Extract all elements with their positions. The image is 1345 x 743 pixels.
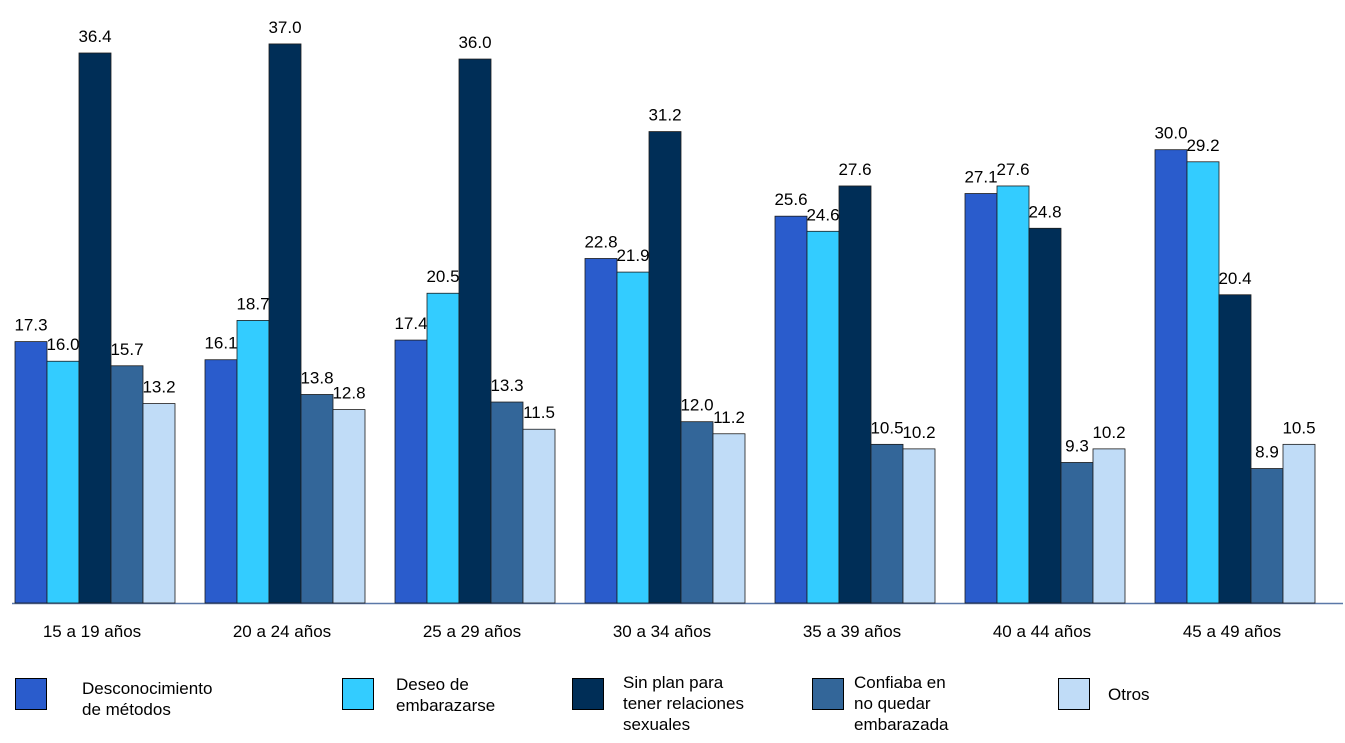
data-label-40-a-44-anos-series-3: 24.8	[1028, 202, 1061, 221]
bar-40-a-44-anos-series-5	[1092, 448, 1126, 604]
data-label-15-a-19-anos-series-4: 15.7	[110, 340, 143, 359]
data-label-30-a-34-anos-series-5: 11.2	[713, 408, 745, 427]
data-label-15-a-19-anos-series-5: 13.2	[142, 378, 175, 397]
bar-15-a-19-anos-series-4	[110, 365, 144, 604]
data-label-25-a-29-anos-series-3: 36.0	[458, 33, 491, 52]
legend-item-desconocimiento: Desconocimiento de métodos	[15, 678, 212, 720]
legend-label-otros: Otros	[1108, 685, 1150, 704]
x-tick-label-20-a-24-anos: 20 a 24 años	[233, 622, 331, 641]
bar-25-a-29-anos-series-1	[394, 339, 428, 604]
bar-20-a-24-anos-series-3	[268, 43, 302, 604]
data-label-25-a-29-anos-series-1: 17.4	[394, 314, 427, 333]
bar-35-a-39-anos-series-2	[806, 230, 840, 604]
bar-35-a-39-anos-series-5	[902, 448, 936, 604]
bar-chart: 17.316.0 36.4 15.7 13.2 15 a 19 años 16.1 18.7…	[12, 18, 1343, 641]
bar-45-a-49-anos-series-4	[1250, 468, 1284, 604]
bar-25-a-29-anos-series-5	[522, 428, 556, 604]
x-tick-label-35-a-39-anos: 35 a 39 años	[803, 622, 901, 641]
x-tick-label-15-a-19-anos: 15 a 19 años	[43, 622, 141, 641]
legend-item-otros: Otros	[1058, 678, 1150, 710]
legend-item-sin-plan: Sin plan para tener relaciones sexuales	[572, 672, 744, 735]
legend: Desconocimiento de métodos Deseo de emba…	[0, 660, 1345, 743]
bar-45-a-49-anos-series-3	[1218, 294, 1252, 604]
x-tick-label-25-a-29-anos: 25 a 29 años	[423, 622, 521, 641]
bar-30-a-34-anos-series-2	[616, 271, 650, 604]
bar-40-a-44-anos-series-4	[1060, 462, 1094, 604]
x-tick-label-45-a-49-anos: 45 a 49 años	[1183, 622, 1281, 641]
bar-35-a-39-anos-series-1	[774, 215, 808, 604]
data-label-40-a-44-anos-series-4: 9.3	[1065, 436, 1089, 455]
bar-30-a-34-anos-series-3	[648, 131, 682, 604]
data-label-20-a-24-anos-series-1: 16.1	[204, 334, 237, 353]
bar-30-a-34-anos-series-4	[680, 421, 714, 604]
data-label-35-a-39-anos-series-1: 25.6	[774, 190, 807, 209]
bar-45-a-49-anos-series-5	[1282, 443, 1316, 604]
data-label-35-a-39-anos-series-2: 24.6	[806, 205, 839, 224]
bar-35-a-39-anos-series-4	[870, 443, 904, 604]
legend-swatch-confiaba	[812, 678, 844, 710]
legend-label-sin-plan: Sin plan para tener relaciones sexuales	[623, 673, 744, 734]
data-label-45-a-49-anos-series-2: 29.2	[1186, 136, 1219, 155]
legend-item-confiaba: Confiaba en no quedar embarazada	[812, 672, 949, 735]
legend-swatch-sin-plan	[572, 678, 604, 710]
data-label-30-a-34-anos-series-1: 22.8	[584, 232, 617, 251]
data-label-25-a-29-anos-series-5: 11.5	[523, 403, 555, 422]
x-tick-label-40-a-44-anos: 40 a 44 años	[993, 622, 1091, 641]
legend-label-confiaba: Confiaba en no quedar embarazada	[854, 673, 949, 734]
data-label-45-a-49-anos-series-5: 10.5	[1282, 418, 1315, 437]
legend-swatch-otros	[1058, 678, 1090, 710]
data-label-35-a-39-anos-series-4: 10.5	[870, 418, 903, 437]
bar-40-a-44-anos-series-1	[964, 193, 998, 604]
data-label-35-a-39-anos-series-5: 10.2	[902, 423, 935, 442]
data-label-30-a-34-anos-series-2: 21.9	[616, 246, 649, 265]
bar-25-a-29-anos-series-4	[490, 401, 524, 604]
data-label-45-a-49-anos-series-4: 8.9	[1255, 443, 1279, 462]
data-label-25-a-29-anos-series-4: 13.3	[490, 376, 523, 395]
bar-30-a-34-anos-series-1	[584, 258, 618, 604]
bar-25-a-29-anos-series-2	[426, 292, 460, 604]
data-label-45-a-49-anos-series-1: 30.0	[1154, 124, 1187, 143]
bar-40-a-44-anos-series-2	[996, 185, 1030, 604]
data-label-30-a-34-anos-series-3: 31.2	[648, 106, 681, 125]
bar-20-a-24-anos-series-2	[236, 320, 270, 604]
data-label-20-a-24-anos-series-4: 13.8	[300, 368, 333, 387]
data-label-45-a-49-anos-series-3: 20.4	[1218, 269, 1251, 288]
legend-swatch-deseo	[342, 678, 374, 710]
bar-45-a-49-anos-series-1	[1154, 149, 1188, 604]
bar-15-a-19-anos-series-3	[78, 52, 112, 604]
bar-15-a-19-anos-series-5	[142, 403, 176, 604]
data-label-20-a-24-anos-series-3: 37.0	[268, 18, 301, 37]
bar-20-a-24-anos-series-5	[332, 409, 366, 604]
data-label-20-a-24-anos-series-2: 18.7	[236, 294, 269, 313]
data-label-15-a-19-anos-series-2: 16.0	[46, 335, 79, 354]
legend-swatch-desconocimiento	[15, 678, 47, 710]
bar-20-a-24-anos-series-1	[204, 359, 238, 604]
x-tick-label-30-a-34-anos: 30 a 34 años	[613, 622, 711, 641]
data-label-35-a-39-anos-series-3: 27.6	[838, 160, 871, 179]
data-label-15-a-19-anos-series-1: 17.3	[14, 316, 47, 335]
data-label-30-a-34-anos-series-4: 12.0	[680, 396, 713, 415]
data-label-40-a-44-anos-series-2: 27.6	[996, 160, 1029, 179]
bar-15-a-19-anos-series-1	[14, 341, 48, 604]
data-label-15-a-19-anos-series-3: 36.4	[78, 27, 111, 46]
data-label-20-a-24-anos-series-5: 12.8	[332, 384, 365, 403]
bar-35-a-39-anos-series-3	[838, 185, 872, 604]
legend-label-deseo: Deseo de embarazarse	[396, 675, 496, 715]
data-label-40-a-44-anos-series-1: 27.1	[964, 168, 997, 187]
legend-label-desconocimiento: Desconocimiento de métodos	[82, 679, 213, 719]
data-label-40-a-44-anos-series-5: 10.2	[1092, 423, 1125, 442]
bar-30-a-34-anos-series-5	[712, 433, 746, 604]
data-label-25-a-29-anos-series-2: 20.5	[426, 267, 459, 286]
bar-15-a-19-anos-series-2	[46, 360, 80, 604]
bar-25-a-29-anos-series-3	[458, 58, 492, 604]
bar-45-a-49-anos-series-2	[1186, 161, 1220, 604]
bar-20-a-24-anos-series-4	[300, 394, 334, 604]
bar-40-a-44-anos-series-3	[1028, 227, 1062, 604]
legend-item-deseo: Deseo de embarazarse	[342, 674, 495, 716]
